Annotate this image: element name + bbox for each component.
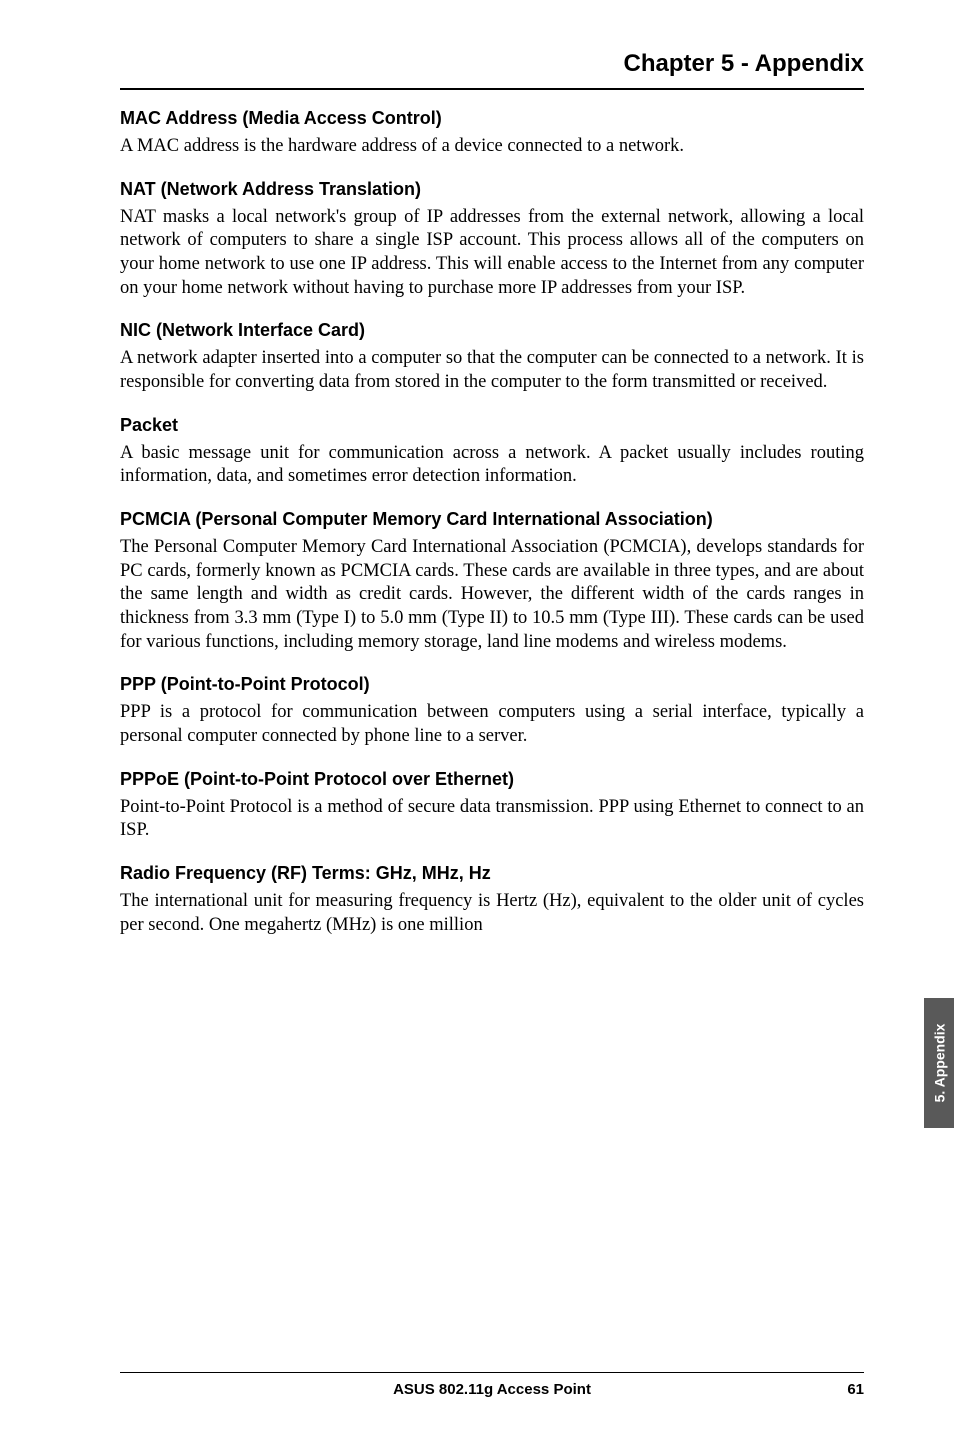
section-body: The Personal Computer Memory Card Intern…	[120, 536, 864, 654]
section-body: A MAC address is the hardware address of…	[120, 135, 864, 159]
chapter-title: Chapter 5 - Appendix	[120, 50, 864, 90]
section-body: Point-to-Point Protocol is a method of s…	[120, 796, 864, 843]
page-footer: ASUS 802.11g Access Point 61	[120, 1372, 864, 1398]
section-body: A basic message unit for communication a…	[120, 442, 864, 489]
section-body: PPP is a protocol for communication betw…	[120, 701, 864, 748]
section-body: A network adapter inserted into a comput…	[120, 347, 864, 394]
footer-title: ASUS 802.11g Access Point	[120, 1381, 864, 1398]
side-tab: 5. Appendix	[924, 998, 954, 1128]
section-heading: NAT (Network Address Translation)	[120, 179, 864, 200]
side-tab-label: 5. Appendix	[931, 1024, 947, 1103]
section-heading: Packet	[120, 415, 864, 436]
section-heading: Radio Frequency (RF) Terms: GHz, MHz, Hz	[120, 863, 864, 884]
section-heading: MAC Address (Media Access Control)	[120, 108, 864, 129]
page-content: Chapter 5 - Appendix MAC Address (Media …	[0, 0, 954, 981]
page-number: 61	[847, 1381, 864, 1398]
section-heading: NIC (Network Interface Card)	[120, 320, 864, 341]
section-heading: PPP (Point-to-Point Protocol)	[120, 674, 864, 695]
section-body: The international unit for measuring fre…	[120, 890, 864, 937]
section-body: NAT masks a local network's group of IP …	[120, 206, 864, 301]
section-heading: PCMCIA (Personal Computer Memory Card In…	[120, 509, 864, 530]
section-heading: PPPoE (Point-to-Point Protocol over Ethe…	[120, 769, 864, 790]
